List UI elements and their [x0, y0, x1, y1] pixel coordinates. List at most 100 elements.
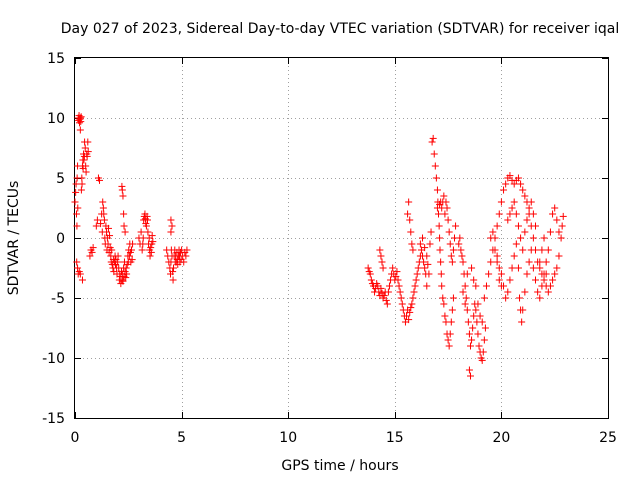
data-point	[393, 268, 401, 276]
data-point	[435, 210, 443, 218]
data-point	[97, 220, 105, 228]
data-point	[118, 276, 126, 284]
data-point	[430, 150, 438, 158]
data-point	[519, 186, 527, 194]
chart-title: Day 027 of 2023, Sidereal Day-to-day VTE…	[61, 21, 619, 37]
data-point	[469, 324, 477, 332]
data-point	[534, 288, 542, 296]
data-point	[183, 246, 191, 254]
data-point	[448, 258, 456, 266]
data-point	[549, 210, 557, 218]
data-point	[396, 288, 404, 296]
data-point	[553, 264, 561, 272]
data-point	[519, 246, 527, 254]
data-point	[72, 188, 80, 196]
data-point	[452, 222, 460, 230]
data-point	[414, 264, 422, 272]
data-point	[407, 228, 415, 236]
data-point	[436, 234, 444, 242]
data-point	[73, 258, 81, 266]
data-point	[407, 304, 415, 312]
data-point	[429, 134, 437, 142]
data-point	[129, 240, 137, 248]
data-point	[76, 126, 84, 134]
y-tick-label: 0	[56, 231, 65, 247]
data-point	[419, 234, 427, 242]
data-point	[527, 198, 535, 206]
data-point	[167, 216, 175, 224]
data-point	[427, 228, 435, 236]
data-point	[146, 252, 154, 260]
data-point	[514, 222, 522, 230]
data-point	[516, 294, 524, 302]
data-point	[459, 288, 467, 296]
data-point	[495, 276, 503, 284]
data-point	[128, 256, 136, 264]
data-point	[119, 277, 127, 285]
data-point	[142, 222, 150, 230]
data-point	[78, 276, 86, 284]
data-point	[475, 342, 483, 350]
data-point	[506, 276, 514, 284]
x-axis-label: GPS time / hours	[281, 458, 398, 474]
data-point	[542, 258, 550, 266]
data-point	[93, 216, 101, 224]
data-point	[476, 312, 484, 320]
data-point	[138, 246, 146, 254]
data-point	[536, 264, 544, 272]
data-point	[487, 258, 495, 266]
data-point	[510, 198, 518, 206]
data-point	[411, 282, 419, 290]
data-point	[461, 282, 469, 290]
data-point	[514, 264, 522, 272]
data-point	[549, 276, 557, 284]
data-point	[147, 244, 155, 252]
data-point	[489, 228, 497, 236]
data-point	[409, 294, 417, 302]
data-point	[464, 318, 472, 326]
data-point	[122, 264, 130, 272]
data-point	[493, 222, 501, 230]
data-point	[478, 356, 486, 364]
data-point	[439, 294, 447, 302]
data-point	[431, 162, 439, 170]
data-point	[99, 198, 107, 206]
data-point	[106, 232, 114, 240]
data-point	[529, 264, 537, 272]
x-tick-label: 15	[386, 430, 404, 446]
data-point	[421, 264, 429, 272]
data-point	[474, 330, 482, 338]
data-point	[425, 270, 433, 278]
data-point	[73, 222, 81, 230]
data-point	[445, 228, 453, 236]
x-tick-label: 10	[279, 430, 297, 446]
data-point	[413, 270, 421, 278]
data-point	[441, 210, 449, 218]
data-point	[378, 258, 386, 266]
data-point	[514, 174, 522, 182]
data-point	[455, 240, 463, 248]
data-point	[379, 264, 387, 272]
data-point	[557, 234, 565, 242]
data-point	[437, 258, 445, 266]
data-point	[88, 248, 96, 256]
data-point	[423, 282, 431, 290]
data-point	[72, 210, 80, 218]
plot-frame	[74, 57, 609, 419]
data-point	[406, 216, 414, 224]
data-point	[472, 306, 480, 314]
data-point	[408, 240, 416, 248]
data-point	[458, 252, 466, 260]
y-tick-label: -15	[42, 411, 65, 427]
data-point	[438, 282, 446, 290]
data-point	[525, 204, 533, 212]
data-point	[366, 270, 374, 278]
data-point	[497, 270, 505, 278]
data-point	[182, 252, 190, 260]
data-point	[544, 288, 552, 296]
data-point	[527, 246, 535, 254]
data-point	[544, 246, 552, 254]
data-point	[99, 204, 107, 212]
data-point	[408, 300, 416, 308]
data-point	[442, 198, 450, 206]
